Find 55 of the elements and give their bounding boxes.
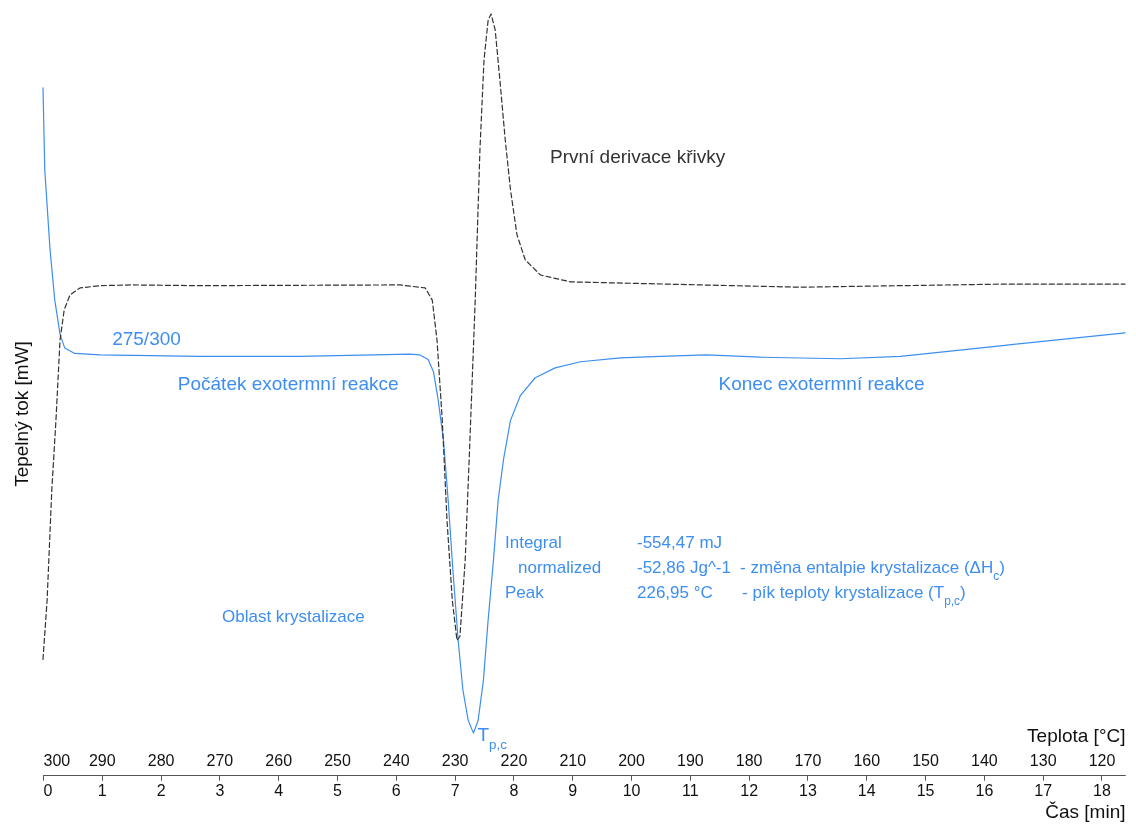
annotation: Peak	[505, 583, 545, 602]
x2-tick-label: 280	[147, 751, 175, 769]
x-tick-label: 5	[333, 781, 343, 799]
x2-tick-label: 200	[618, 751, 645, 769]
x-tick-label: 1	[97, 781, 107, 799]
x-tick-label: 17	[1034, 781, 1053, 799]
x-tick-label: 18	[1093, 781, 1111, 799]
x-tick-label: 16	[975, 781, 994, 799]
x2-tick-label: 290	[88, 751, 116, 769]
annotation: - změna entalpie krystalizace (ΔH$_{c}$)	[740, 558, 1005, 583]
x-tick-label: 10	[622, 781, 641, 799]
x2-tick-label: 220	[500, 751, 528, 769]
x2-tick-label: 270	[206, 751, 234, 769]
annotation: T$_{p,c}$	[477, 724, 508, 752]
x-tick-label: 4	[274, 781, 284, 799]
x2-tick-label: 230	[441, 751, 469, 769]
x2-tick-label: 130	[1029, 751, 1057, 769]
x-tick-label: 0	[43, 781, 53, 799]
x2-tick-label: 300	[43, 751, 71, 769]
annotation: normalized	[518, 558, 602, 577]
x2-tick-label: 150	[912, 751, 940, 769]
x2-tick-label: 180	[735, 751, 763, 769]
annotation: - pík teploty krystalizace (T$_{p,c}$)	[742, 583, 966, 608]
annotation: Počátek exotermní reakce	[177, 372, 399, 394]
annotation: Oblast krystalizace	[222, 607, 365, 626]
x2-tick-label: 140	[971, 751, 998, 769]
annotation: 275/300	[112, 327, 181, 349]
annotation: -554,47 mJ	[637, 533, 723, 552]
x-axis-title: Čas [min]	[1045, 800, 1126, 822]
x-tick-label: 6	[391, 781, 401, 799]
x2-tick-label: 120	[1088, 751, 1116, 769]
x2-tick-label: 160	[853, 751, 881, 769]
x-tick-label: 12	[740, 781, 759, 799]
x-tick-label: 15	[916, 781, 935, 799]
y-axis-title: Tepelný tok [mW]	[11, 341, 32, 487]
annotation: Integral	[505, 533, 562, 552]
x-tick-label: 2	[156, 781, 166, 799]
x-tick-label: 14	[857, 781, 876, 799]
annotation: Konec exotermní reakce	[718, 372, 925, 394]
annotation: -52,86 Jg^-1	[637, 558, 731, 577]
annotation: První derivace křivky	[549, 145, 726, 167]
x2-tick-label: 190	[677, 751, 704, 769]
x-tick-label: 9	[568, 781, 578, 799]
x2-tick-label: 170	[794, 751, 822, 769]
x2-axis-title: Teplota [°C]	[1027, 724, 1126, 746]
x2-tick-label: 210	[559, 751, 587, 769]
x-tick-label: 7	[450, 781, 460, 799]
x2-tick-label: 250	[324, 751, 351, 769]
x2-tick-label: 260	[265, 751, 293, 769]
x-tick-label: 8	[509, 781, 519, 799]
x2-tick-label: 240	[382, 751, 410, 769]
x-tick-label: 3	[215, 781, 225, 799]
x-tick-label: 13	[799, 781, 817, 799]
x-tick-label: 11	[682, 781, 699, 799]
annotation: 226,95 °C	[637, 583, 713, 602]
